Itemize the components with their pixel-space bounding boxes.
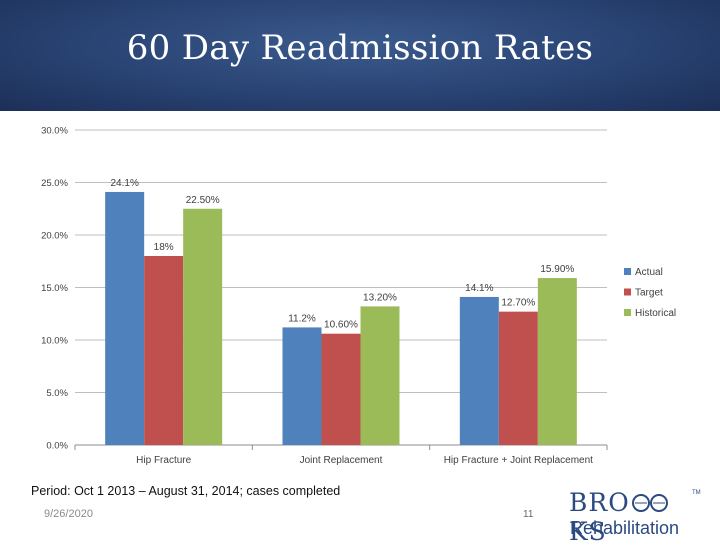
data-label: 10.60%	[324, 320, 358, 331]
y-tick-label: 5.0%	[46, 388, 68, 399]
y-tick-label: 10.0%	[41, 336, 68, 347]
legend-swatch-historical	[624, 309, 631, 316]
slide-date: 9/26/2020	[44, 508, 93, 520]
bar-chart: 0.0% 5.0% 10.0% 15.0% 20.0% 25.0% 30.0% 24.1% 18…	[41, 126, 676, 467]
bar-historical	[183, 208, 223, 445]
x-tick-label: Hip Fracture	[136, 455, 191, 466]
legend-label: Target	[635, 288, 663, 299]
data-label: 13.20%	[363, 292, 397, 303]
data-label: 12.70%	[501, 298, 535, 309]
legend-swatch-actual	[624, 268, 631, 275]
legend-swatch-target	[624, 288, 631, 296]
legend-label: Actual	[635, 267, 663, 278]
bar-actual	[459, 296, 499, 445]
data-label: 11.2%	[288, 313, 316, 324]
brooks-logo: BROKS TM Rehabilitation	[567, 488, 707, 546]
x-tick-label: Hip Fracture + Joint Replacement	[444, 455, 593, 466]
logo-subtitle: Rehabilitation	[570, 518, 680, 538]
y-tick-label: 20.0%	[41, 231, 68, 242]
y-tick-label: 0.0%	[46, 441, 68, 452]
slide-header: 60 Day Readmission Rates	[0, 0, 720, 111]
bar-historical	[360, 306, 400, 445]
bar-historical	[537, 278, 577, 445]
bar-target	[144, 256, 184, 445]
bar-target	[498, 311, 538, 445]
trademark-mark: TM	[692, 490, 701, 496]
data-label: 14.1%	[465, 283, 493, 294]
page-number: 11	[523, 509, 534, 520]
data-label: 18%	[154, 242, 174, 253]
legend-label: Historical	[635, 308, 676, 319]
period-footnote: Period: Oct 1 2013 – August 31, 2014; ca…	[31, 484, 341, 498]
logo-sun-icon	[630, 490, 670, 512]
chart-area: 0.0% 5.0% 10.0% 15.0% 20.0% 25.0% 30.0% 24.1% 18…	[22, 113, 698, 475]
x-tick-label: Joint Replacement	[300, 455, 383, 466]
bar-actual	[282, 327, 322, 445]
logo-wordmark-left: BRO	[569, 488, 630, 517]
data-label: 24.1%	[110, 178, 138, 189]
bar-target	[321, 333, 361, 445]
y-tick-label: 15.0%	[41, 283, 68, 294]
data-label: 22.50%	[186, 195, 220, 206]
bar-actual	[105, 191, 145, 445]
y-tick-label: 30.0%	[41, 126, 68, 137]
y-tick-label: 25.0%	[41, 178, 68, 189]
data-label: 15.90%	[540, 264, 574, 275]
slide-title: 60 Day Readmission Rates	[126, 28, 594, 68]
